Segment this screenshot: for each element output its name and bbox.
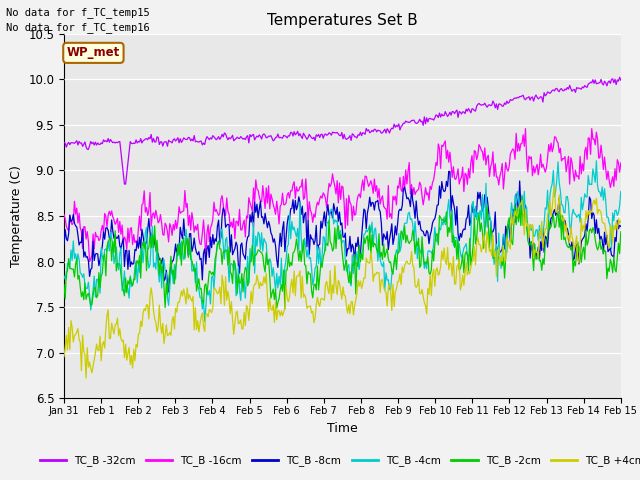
X-axis label: Time: Time [327,421,358,434]
Text: WP_met: WP_met [67,47,120,60]
Title: Temperatures Set B: Temperatures Set B [267,13,418,28]
Y-axis label: Temperature (C): Temperature (C) [10,165,23,267]
Legend: TC_B -32cm, TC_B -16cm, TC_B -8cm, TC_B -4cm, TC_B -2cm, TC_B +4cm: TC_B -32cm, TC_B -16cm, TC_B -8cm, TC_B … [35,451,640,470]
Text: No data for f_TC_temp15: No data for f_TC_temp15 [6,7,150,18]
Text: No data for f_TC_temp16: No data for f_TC_temp16 [6,22,150,33]
